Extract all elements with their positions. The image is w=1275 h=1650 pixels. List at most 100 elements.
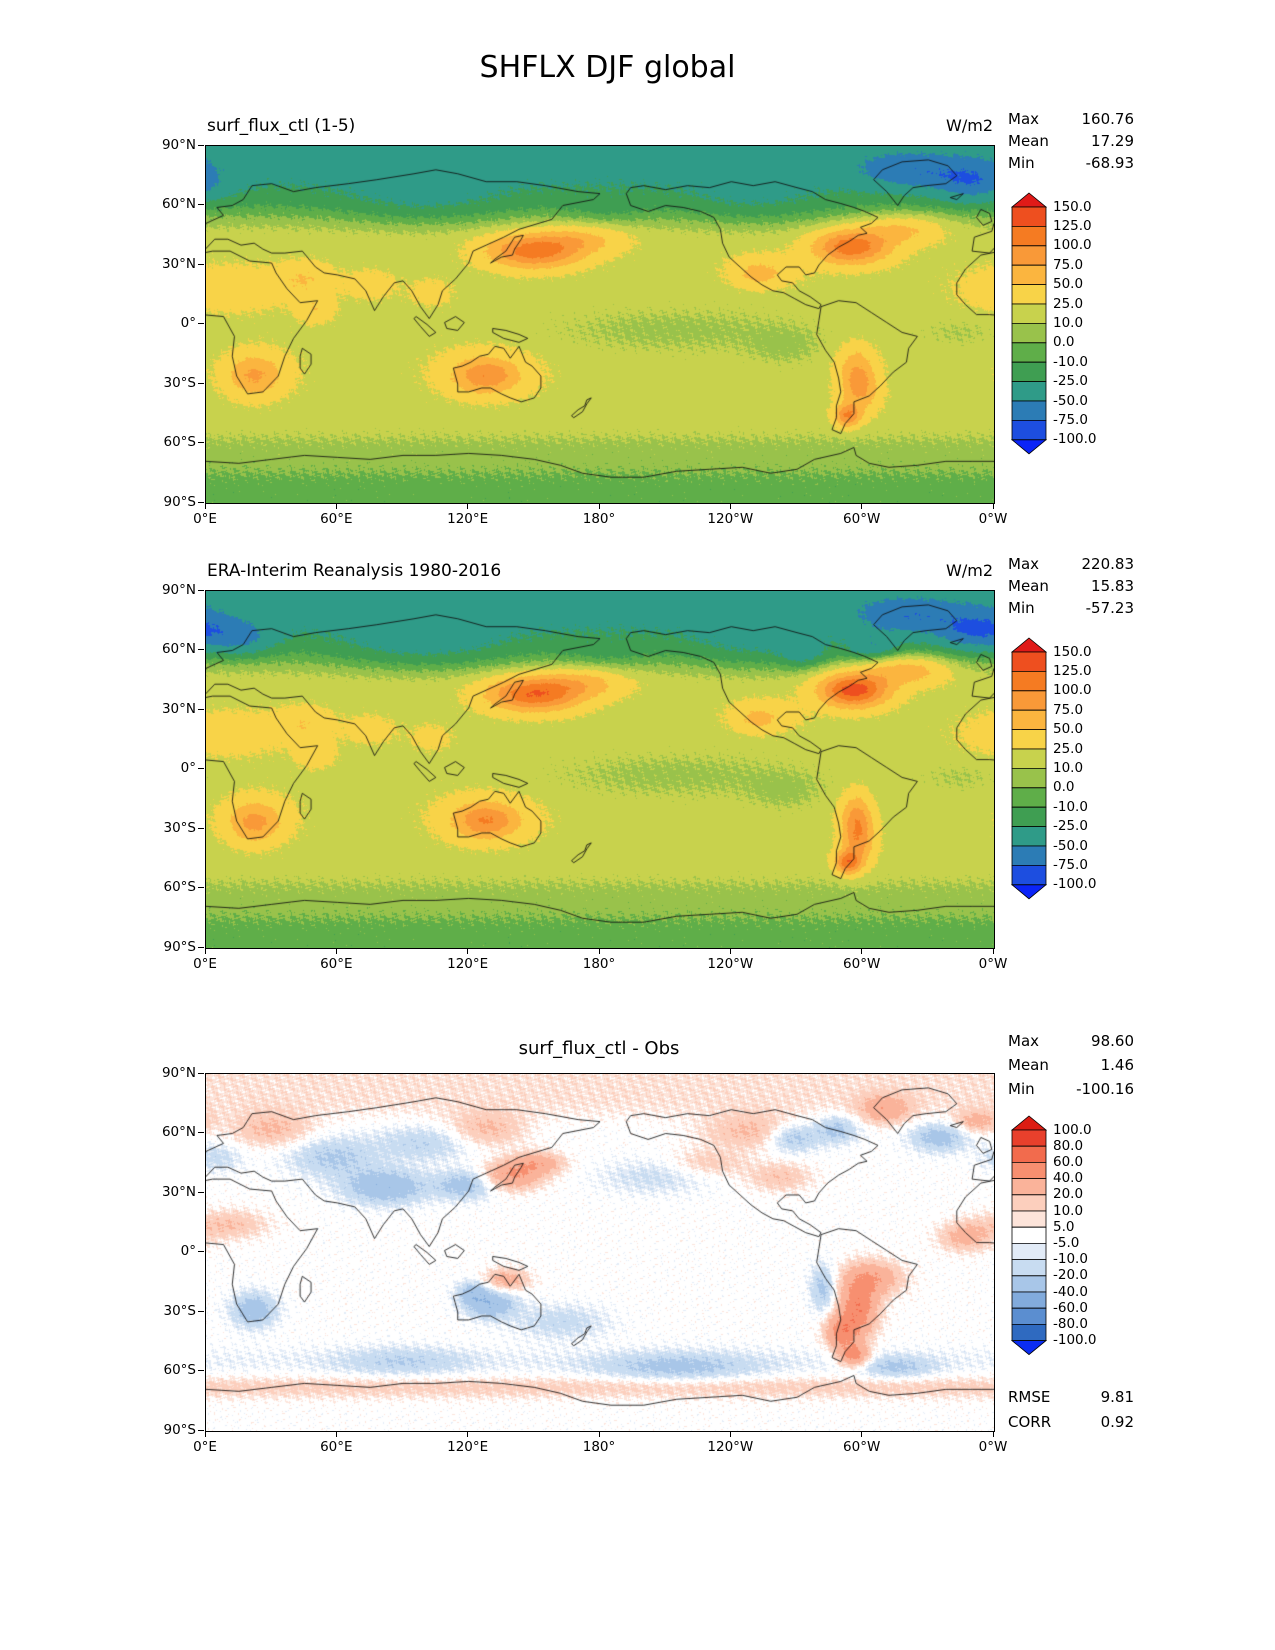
x-tick-label: 60°E: [320, 511, 353, 527]
y-tick: [198, 501, 204, 503]
x-tick-label: 0°E: [193, 1439, 217, 1455]
y-tick: [198, 144, 204, 146]
colorbar-tick-label: 10.0: [1053, 314, 1084, 331]
colorbar-tick-label: -10.0: [1053, 353, 1088, 370]
colorbar-tick-label: 125.0: [1053, 662, 1092, 679]
x-tick-label: 0°W: [978, 956, 1008, 972]
y-tick-label: 90°N: [161, 136, 196, 153]
x-tick: [729, 503, 731, 509]
x-tick: [861, 503, 863, 509]
y-tick-label: 90°S: [163, 938, 197, 955]
x-tick-label: 0°W: [978, 1439, 1008, 1455]
colorbar-tick-label: 150.0: [1053, 198, 1092, 215]
stat-row: CORR 0.92: [1008, 1413, 1134, 1432]
x-tick-label: 120°E: [447, 1439, 489, 1455]
map-canvas: [206, 146, 994, 503]
y-tick: [198, 442, 204, 443]
y-tick: [198, 1429, 204, 1431]
x-tick: [729, 948, 731, 954]
y-tick-label: 90°S: [163, 493, 197, 510]
colorbar-tick-label: 100.0: [1053, 237, 1092, 254]
stat-row: Mean 17.29: [1008, 132, 1134, 151]
stat-label: Max: [1008, 1032, 1040, 1050]
x-tick: [204, 503, 206, 509]
stat-label: Max: [1008, 555, 1040, 573]
stat-row: Min -57.23: [1008, 599, 1134, 618]
panel-title: ERA-Interim Reanalysis 1980-2016: [207, 561, 502, 581]
colorbar-tick-label: -25.0: [1053, 818, 1088, 835]
y-tick-label: 30°S: [163, 819, 197, 836]
colorbar-tick-label: -75.0: [1053, 856, 1088, 873]
colorbar-tick-label: -10.0: [1053, 798, 1088, 815]
colorbar-tick-label: 80.0: [1053, 1137, 1084, 1154]
y-tick-label: 0°: [180, 315, 196, 331]
panel-model: surf_flux_ctl (1-5) W/m2 Max 160.76 Mean 17…: [0, 108, 1275, 553]
x-tick-label: 120°E: [447, 511, 489, 527]
stat-label: Min: [1008, 154, 1035, 172]
colorbar-tick-label: 125.0: [1053, 217, 1092, 234]
y-tick: [198, 1310, 204, 1312]
y-tick-label: 90°S: [163, 1421, 197, 1438]
stat-value: 15.83: [1091, 577, 1134, 595]
y-tick-label: 60°N: [161, 1124, 196, 1140]
y-tick: [198, 649, 204, 650]
x-tick-label: 60°W: [843, 511, 881, 527]
x-tick: [861, 1431, 863, 1437]
stat-value: 1.46: [1100, 1056, 1134, 1074]
x-tick: [992, 948, 994, 954]
colorbar-tick-label: -5.0: [1053, 1234, 1080, 1251]
colorbar-tick-label: -80.0: [1053, 1315, 1088, 1332]
y-tick: [198, 1132, 204, 1133]
stat-row: Mean 1.46: [1008, 1056, 1134, 1075]
colorbar-tick-label: -40.0: [1053, 1283, 1088, 1300]
x-tick: [204, 948, 206, 954]
y-tick-label: 90°N: [161, 1064, 196, 1081]
stat-row: Mean 15.83: [1008, 577, 1134, 596]
stat-row: Max 98.60: [1008, 1032, 1134, 1051]
colorbar: [1010, 1115, 1048, 1356]
colorbar-tick-label: -50.0: [1053, 837, 1088, 854]
stat-row: Max 160.76: [1008, 110, 1134, 129]
stat-row: Max 220.83: [1008, 555, 1134, 574]
colorbar-tick-label: 60.0: [1053, 1153, 1084, 1170]
stat-value: 9.81: [1100, 1388, 1134, 1406]
y-tick-label: 30°N: [161, 700, 196, 717]
x-tick: [729, 1431, 731, 1437]
stat-label: Mean: [1008, 132, 1049, 150]
colorbar-tick-label: -100.0: [1053, 1332, 1097, 1349]
y-tick: [198, 1251, 204, 1252]
stat-row: Min -68.93: [1008, 154, 1134, 173]
stat-row: Min -100.16: [1008, 1080, 1134, 1099]
units-label: W/m2: [946, 116, 993, 135]
x-tick: [992, 1431, 994, 1437]
map-canvas: [206, 1074, 994, 1431]
x-tick-label: 120°W: [707, 956, 754, 972]
x-tick-label: 60°E: [320, 1439, 353, 1455]
colorbar-tick-label: 150.0: [1053, 643, 1092, 660]
x-tick: [598, 503, 600, 509]
x-tick: [467, 503, 469, 509]
stat-value: 220.83: [1081, 555, 1135, 573]
colorbar-tick-label: 75.0: [1053, 256, 1084, 273]
stat-label: CORR: [1008, 1413, 1052, 1431]
y-tick: [198, 827, 204, 829]
x-tick: [861, 948, 863, 954]
x-tick-label: 120°W: [707, 511, 754, 527]
colorbar-tick-label: -75.0: [1053, 411, 1088, 428]
stat-label: Mean: [1008, 577, 1049, 595]
stat-label: Mean: [1008, 1056, 1049, 1074]
x-tick: [467, 1431, 469, 1437]
colorbar-tick-label: 100.0: [1053, 1121, 1092, 1138]
x-tick-label: 180°: [582, 956, 616, 972]
x-tick-label: 120°W: [707, 1439, 754, 1455]
x-tick: [992, 503, 994, 509]
y-tick: [198, 589, 204, 591]
colorbar-tick-label: -20.0: [1053, 1267, 1088, 1284]
colorbar-tick-label: -100.0: [1053, 876, 1097, 893]
colorbar-tick-label: 25.0: [1053, 295, 1084, 312]
x-tick-label: 0°W: [978, 511, 1008, 527]
x-tick-label: 60°W: [843, 956, 881, 972]
x-tick: [335, 1431, 337, 1437]
y-tick-label: 30°N: [161, 255, 196, 272]
